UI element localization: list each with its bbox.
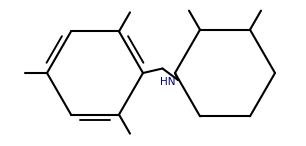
Text: HN: HN [160, 77, 176, 87]
